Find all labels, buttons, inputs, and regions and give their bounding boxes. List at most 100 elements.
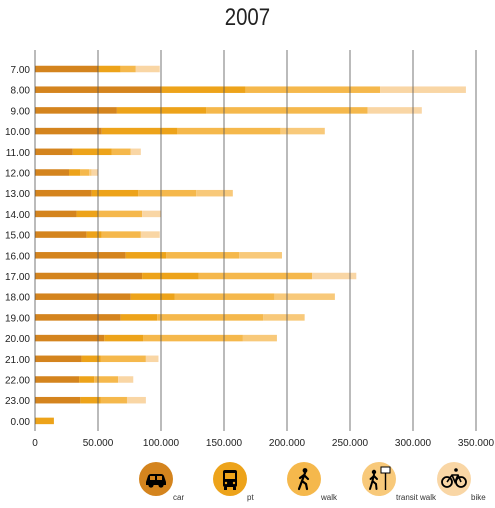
bar-walk-14-00 bbox=[98, 210, 143, 218]
bar-car-17-00 bbox=[35, 272, 143, 280]
x-tick-label: 150.000 bbox=[206, 438, 243, 449]
bar-pt-17-00 bbox=[142, 272, 199, 280]
bar-transit-walk-10-00 bbox=[280, 127, 325, 135]
y-tick-label: 19.00 bbox=[5, 313, 30, 324]
bar-pt-23-00 bbox=[80, 396, 101, 404]
bar-car-9-00 bbox=[35, 107, 117, 114]
bar-car-21-00 bbox=[35, 355, 82, 363]
bar-bike-8-00 bbox=[380, 86, 466, 93]
bar-walk-17-00 bbox=[198, 272, 313, 280]
legend-label: transit walk bbox=[396, 493, 437, 502]
bar-pt-0-00 bbox=[35, 417, 54, 425]
bar-car-22-00 bbox=[35, 376, 80, 383]
bar-chart: 7.00 8.00 9.00 10.00 11.00 12.00 13.00 14.00 15.… bbox=[5, 50, 495, 449]
bar-car-23-00 bbox=[35, 396, 81, 404]
bar-transit-walk-20-00 bbox=[242, 334, 277, 342]
bar-car-7-00 bbox=[35, 65, 98, 73]
bar-transit-walk-16-00 bbox=[239, 252, 282, 259]
bar-bike-21-00 bbox=[145, 355, 159, 363]
bar-walk-8-00 bbox=[245, 86, 381, 93]
y-tick-label: 14.00 bbox=[5, 210, 30, 221]
bar-car-13-00 bbox=[35, 189, 92, 197]
x-tick-label: 250.000 bbox=[332, 438, 369, 449]
bar-car-16-00 bbox=[35, 252, 126, 259]
bar-car-12-00 bbox=[35, 169, 70, 176]
bar-bike-15-00 bbox=[140, 231, 160, 238]
y-tick-label: 0.00 bbox=[11, 417, 31, 428]
bar-walk-18-00 bbox=[174, 293, 275, 300]
y-tick-label: 10.00 bbox=[5, 127, 30, 138]
bar-transit-walk-19-00 bbox=[263, 314, 305, 321]
bicycle-icon bbox=[437, 462, 471, 496]
bar-pt-11-00 bbox=[72, 148, 112, 156]
y-tick-label: 21.00 bbox=[5, 355, 30, 366]
x-tick-label: 100.000 bbox=[143, 438, 180, 449]
y-tick-label: 11.00 bbox=[6, 148, 31, 159]
bar-car-20-00 bbox=[35, 334, 105, 342]
bar-pt-22-00 bbox=[79, 376, 95, 383]
bar-pt-9-00 bbox=[116, 107, 207, 114]
y-tick-label: 20.00 bbox=[5, 334, 30, 345]
bar-walk-22-00 bbox=[94, 376, 119, 383]
bar-car-18-00 bbox=[35, 293, 131, 300]
bar-bike-7-00 bbox=[135, 65, 160, 73]
legend-label: walk bbox=[321, 493, 338, 502]
bar-pt-8-00 bbox=[161, 86, 246, 93]
bar-bike-9-00 bbox=[367, 107, 422, 114]
car-icon bbox=[139, 462, 173, 496]
transit-walk-icon bbox=[362, 462, 396, 496]
bar-walk-19-00 bbox=[157, 314, 264, 321]
x-tick-label: 200.000 bbox=[269, 438, 306, 449]
bar-walk-15-00 bbox=[101, 231, 141, 238]
walking-person-icon bbox=[287, 462, 321, 496]
bar-pt-13-00 bbox=[91, 189, 139, 197]
bar-car-19-00 bbox=[35, 314, 121, 321]
bar-bike-23-00 bbox=[126, 396, 146, 404]
bar-pt-15-00 bbox=[86, 231, 102, 238]
bar-bike-22-00 bbox=[118, 376, 134, 383]
bar-pt-7-00 bbox=[98, 65, 121, 73]
bus-icon bbox=[213, 462, 247, 496]
bar-pt-21-00 bbox=[81, 355, 101, 363]
legend-label: car bbox=[173, 493, 185, 502]
bar-walk-10-00 bbox=[177, 127, 281, 135]
bar-transit-walk-13-00 bbox=[196, 189, 233, 197]
x-tick-label: 0 bbox=[32, 438, 38, 449]
y-tick-label: 18.00 bbox=[5, 293, 30, 304]
bar-car-14-00 bbox=[35, 210, 77, 218]
bar-walk-7-00 bbox=[120, 65, 136, 73]
y-tick-label: 22.00 bbox=[5, 376, 30, 387]
y-tick-label: 17.00 bbox=[5, 272, 30, 283]
bar-walk-13-00 bbox=[138, 189, 197, 197]
bar-bike-14-00 bbox=[142, 210, 161, 218]
bar-car-10-00 bbox=[35, 127, 102, 135]
y-tick-label: 8.00 bbox=[11, 86, 31, 97]
bar-walk-23-00 bbox=[100, 396, 127, 404]
bar-pt-10-00 bbox=[101, 127, 178, 135]
bar-bike-17-00 bbox=[312, 272, 357, 280]
y-tick-label: 13.00 bbox=[5, 189, 30, 200]
bar-walk-12-00 bbox=[80, 169, 90, 176]
x-tick-label: 350.000 bbox=[458, 438, 495, 449]
bar-transit-walk-12-00 bbox=[89, 169, 92, 176]
y-tick-label: 23.00 bbox=[5, 396, 30, 407]
legend: car pt walk bbox=[0, 462, 495, 508]
bar-bike-11-00 bbox=[130, 148, 141, 156]
bar-car-15-00 bbox=[35, 231, 87, 238]
bar-walk-11-00 bbox=[111, 148, 131, 156]
y-tick-label: 12.00 bbox=[5, 169, 30, 180]
y-tick-label: 15.00 bbox=[5, 231, 30, 242]
bar-walk-21-00 bbox=[100, 355, 146, 363]
x-tick-label: 300.000 bbox=[395, 438, 432, 449]
bar-transit-walk-18-00 bbox=[274, 293, 335, 300]
y-tick-label: 9.00 bbox=[11, 106, 31, 117]
bar-pt-14-00 bbox=[76, 210, 98, 218]
bar-bike-12-00 bbox=[91, 169, 98, 176]
bar-pt-20-00 bbox=[104, 334, 144, 342]
bar-pt-16-00 bbox=[125, 252, 167, 259]
bar-car-11-00 bbox=[35, 148, 73, 156]
bar-walk-16-00 bbox=[166, 252, 240, 259]
bar-pt-12-00 bbox=[69, 169, 81, 176]
y-tick-label: 16.00 bbox=[5, 251, 30, 262]
y-tick-label: 7.00 bbox=[11, 65, 31, 76]
